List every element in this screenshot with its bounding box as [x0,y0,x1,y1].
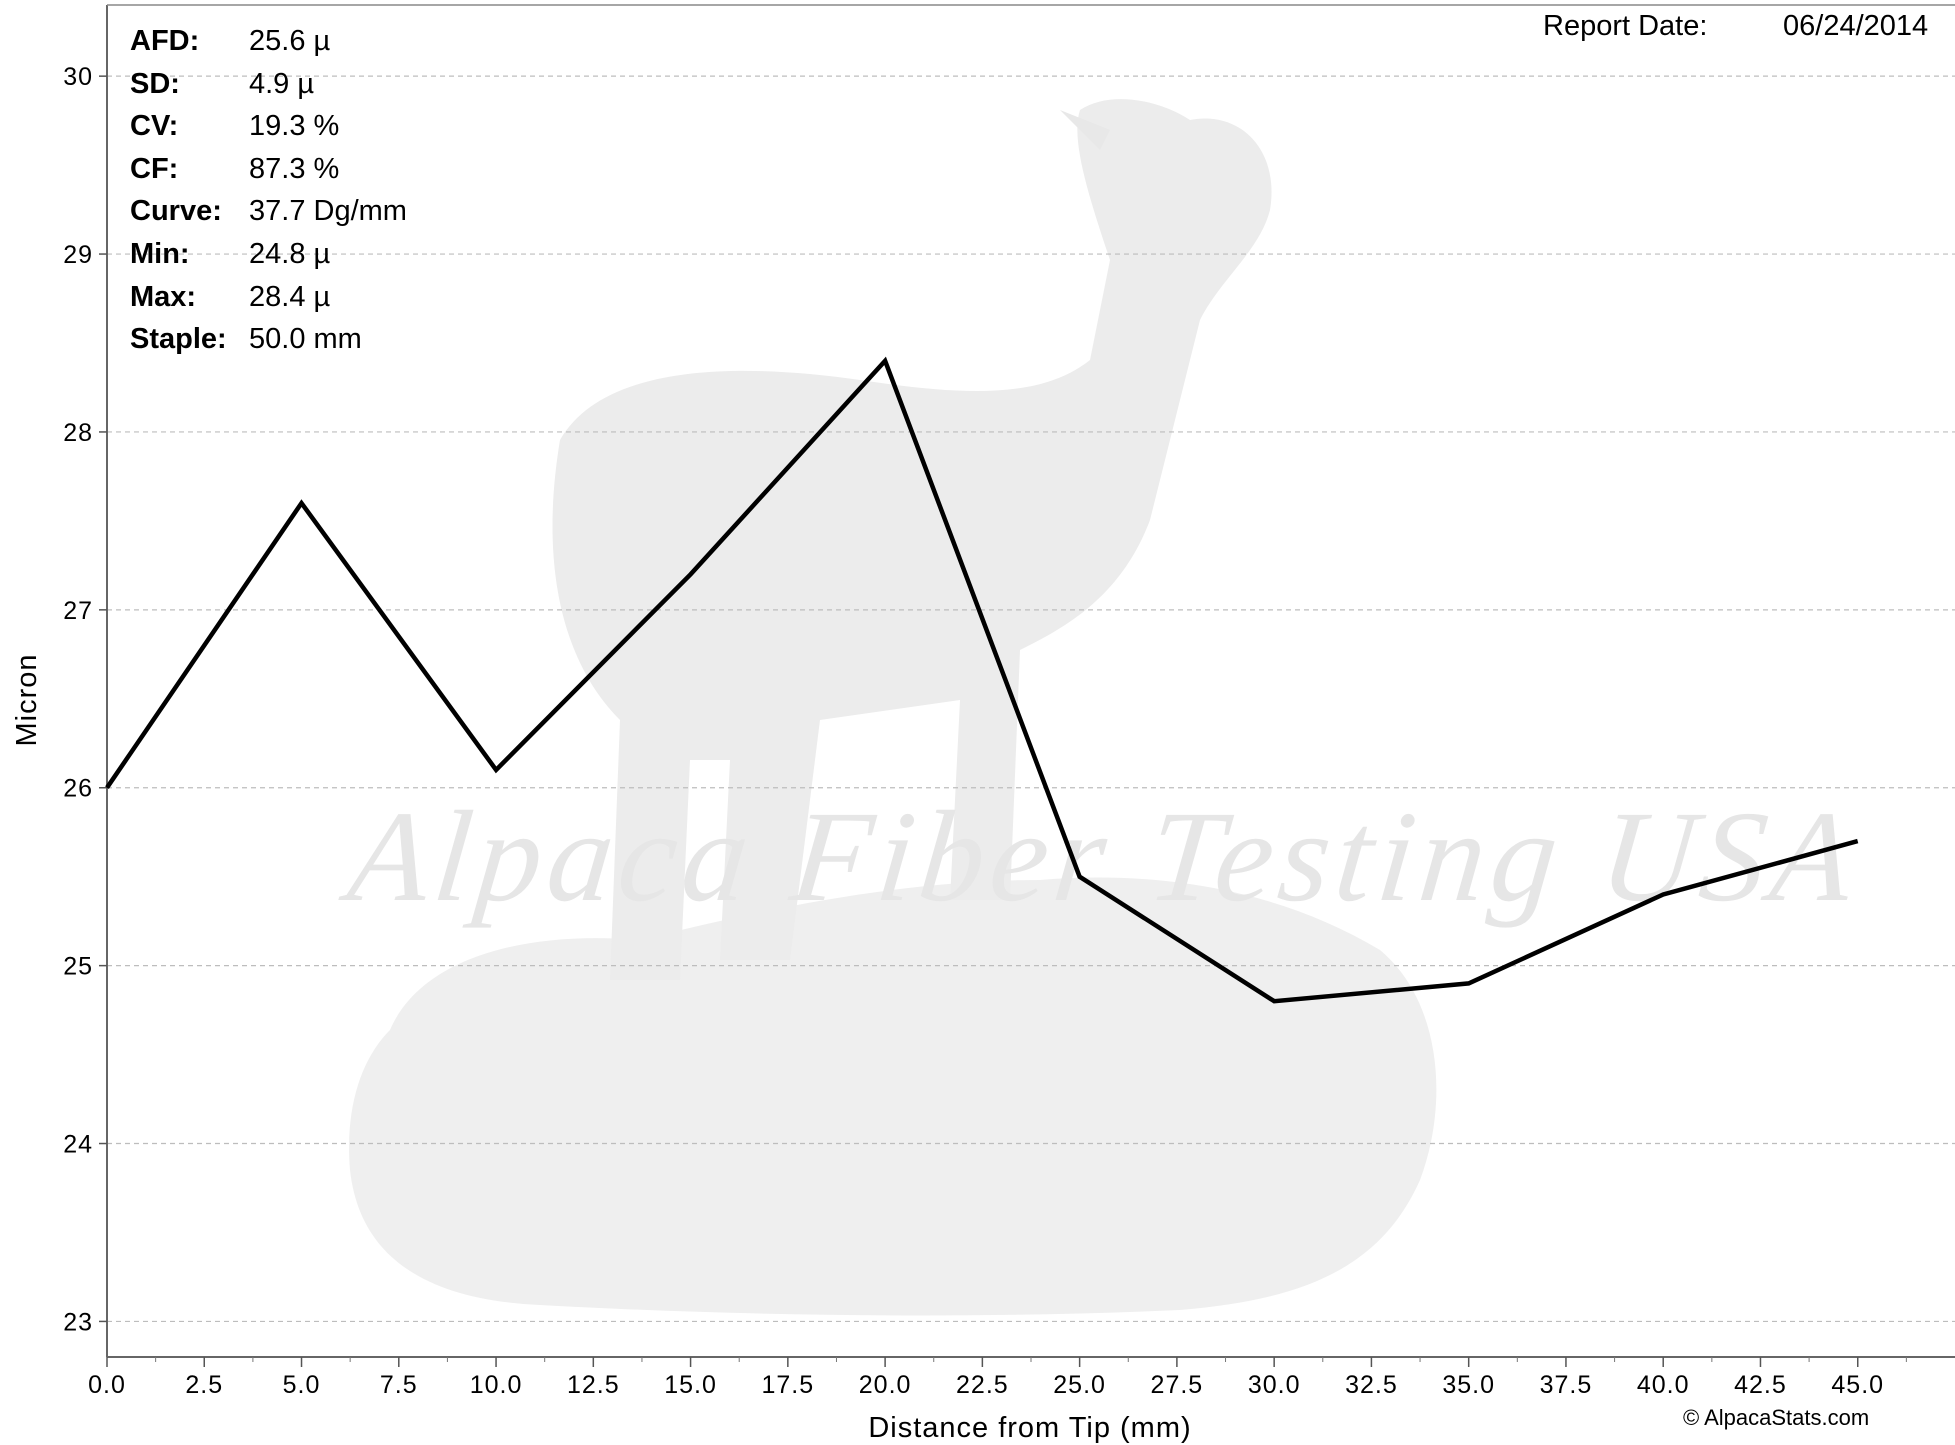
y-tick-label: 23 [63,1308,93,1336]
stat-key: AFD: [130,25,200,57]
x-axis-label: Distance from Tip (mm) [868,1412,1191,1444]
y-tick-label: 29 [63,241,93,269]
x-tick-label: 2.5 [185,1371,223,1399]
report-date: Report Date: 06/24/2014 [1543,10,1928,43]
report-date-label: Report Date: [1543,10,1708,42]
stat-key: Max: [130,280,197,313]
stat-row: Max: 28.4 µ [130,276,407,319]
y-tick-label: 28 [63,419,93,447]
x-tick-label: 40.0 [1637,1371,1690,1399]
report-date-value: 06/24/2014 [1783,10,1929,42]
x-tick-label: 35.0 [1442,1371,1495,1399]
y-tick-label: 30 [63,63,93,91]
x-tick-label: 32.5 [1345,1371,1398,1399]
x-tick-label: 30.0 [1248,1371,1301,1399]
stat-value: 25.6 µ [249,25,331,57]
x-tick-label: 7.5 [380,1371,418,1399]
copyright-notice: © AlpacaStats.com [1683,1405,1870,1430]
watermark-rock-shape [349,877,1437,1316]
x-tick-label: 15.0 [664,1371,717,1399]
x-tick-label: 5.0 [283,1371,321,1399]
stat-key: SD: [130,67,180,100]
x-tick-label: 45.0 [1831,1371,1884,1399]
x-tick-label: 25.0 [1053,1371,1106,1399]
y-tick-label: 26 [63,775,93,803]
watermark-text: Alpaca Fiber Testing USA [334,785,1865,929]
x-tick-label: 12.5 [567,1371,620,1399]
x-tick-label: 27.5 [1151,1371,1204,1399]
x-tick-label: 22.5 [956,1371,1009,1399]
y-tick-label: 25 [63,953,93,981]
y-axis-ticks: 23 24 25 26 27 28 29 30 [63,63,107,1336]
stat-row: AFD: 25.6 µ [130,20,407,63]
stat-row: Staple: 50.0 mm [130,318,407,361]
x-tick-label: 0.0 [88,1371,126,1399]
grid-lines [107,75,1955,1323]
x-tick-label: 42.5 [1734,1371,1787,1399]
stat-row: Min: 24.8 µ [130,233,407,276]
stat-value: 50.0 mm [249,323,362,356]
stats-panel: AFD: 25.6 µ SD: 4.9 µ CV: 19.3 % CF: 87.3 % Curv… [130,20,407,361]
stat-key: CF: [130,152,179,185]
x-tick-label: 20.0 [859,1371,912,1399]
stat-value: 28.4 µ [249,280,331,313]
stat-key: CV: [130,110,179,143]
y-tick-label: 27 [63,597,93,625]
watermark-alpaca-body-shape [552,99,1272,981]
watermark-alpaca-ear-shape [1060,110,1110,150]
x-axis-ticks: 0.0 2.5 5.0 7.5 10.0 12.5 15.0 17.5 20.0 22.5 25.0… [88,1357,1907,1399]
stat-row: CV: 19.3 % [130,105,407,148]
stat-value: 37.7 Dg/mm [249,195,407,228]
stat-value: 19.3 % [249,110,340,143]
series-line [105,356,1859,1004]
y-tick-label: 24 [63,1131,93,1159]
y-axis-label: Micron [11,653,43,746]
stat-value: 87.3 % [249,152,340,185]
stat-value: 4.9 µ [249,67,315,100]
x-tick-label: 37.5 [1540,1371,1593,1399]
stat-key: Curve: [130,195,222,228]
stat-key: Staple: [130,323,227,356]
alpaca-watermark: Alpaca Fiber Testing USA [334,99,1865,1316]
x-tick-label: 17.5 [762,1371,815,1399]
stat-row: SD: 4.9 µ [130,63,407,106]
stat-row: Curve: 37.7 Dg/mm [130,190,407,233]
stat-key: Min: [130,237,190,270]
stat-row: CF: 87.3 % [130,148,407,191]
stat-value: 24.8 µ [249,237,331,270]
x-tick-label: 10.0 [470,1371,523,1399]
